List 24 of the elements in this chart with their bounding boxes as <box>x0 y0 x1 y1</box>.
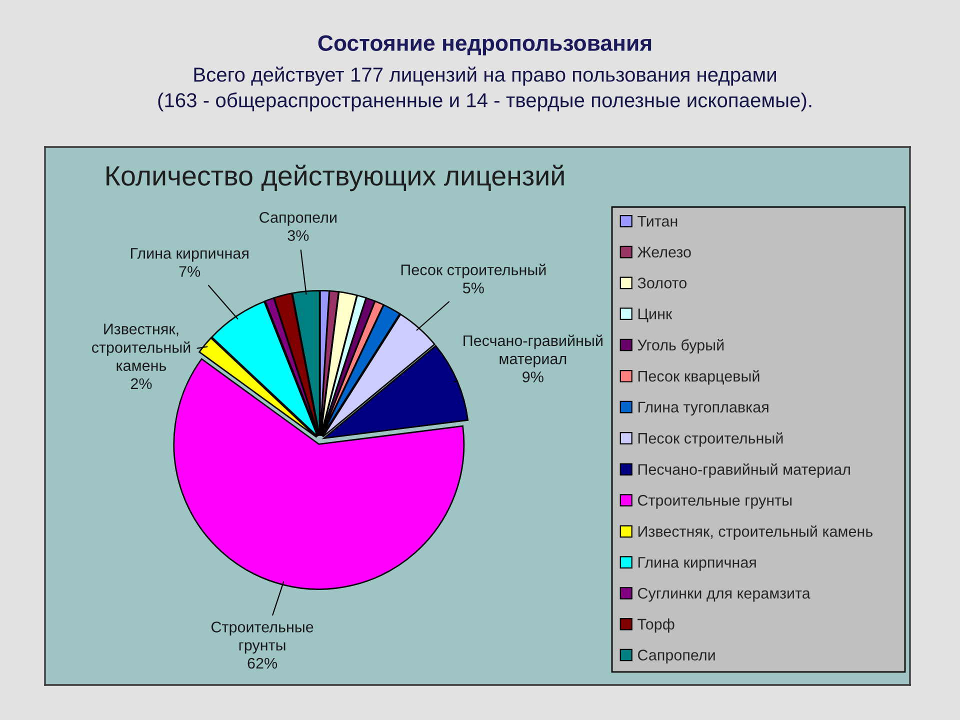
legend-label: Торф <box>638 618 674 633</box>
legend-label: Песчано-гравийный материал <box>638 463 850 478</box>
legend-label: Уголь бурый <box>638 338 724 354</box>
legend-label: Песок кварцевый <box>638 370 760 385</box>
data-label: Сапропели 3% <box>260 212 336 241</box>
data-label: Песок строительный 5% <box>401 264 546 294</box>
legend-label: Строительные грунты <box>638 494 792 509</box>
legend-label: Суглинки для керамзита <box>638 588 810 602</box>
legend-label: Титан <box>638 216 678 227</box>
data-label: Строительные грунты 62% <box>212 622 314 669</box>
data-label: Известняк, строительный камень 2% <box>92 324 190 390</box>
legend-label: Золото <box>638 278 687 288</box>
legend-label: Песок строительный <box>638 432 783 447</box>
chart-title: Состояние недропользования <box>318 35 652 56</box>
legend-label: Сапропели <box>638 650 715 664</box>
data-label: Глина кирпичная 7% <box>130 248 248 277</box>
legend-label: Железо <box>637 246 691 258</box>
legend-label: Известняк, строительный камень <box>638 525 872 540</box>
legend-label: Глина кирпичная <box>638 557 756 571</box>
data-label: Песчано-гравийный материал 9% <box>464 334 602 382</box>
legend-label: Цинк <box>638 308 672 322</box>
chart-subtitle: Всего действует 177 лицензий на право пользования недрами (163 - общераспространенные и 14 - твердые полезные ископаемые). <box>158 66 812 112</box>
legend-label: Глина тугоплавкая <box>638 402 768 416</box>
text: Количество действующих лицензий <box>106 164 564 192</box>
